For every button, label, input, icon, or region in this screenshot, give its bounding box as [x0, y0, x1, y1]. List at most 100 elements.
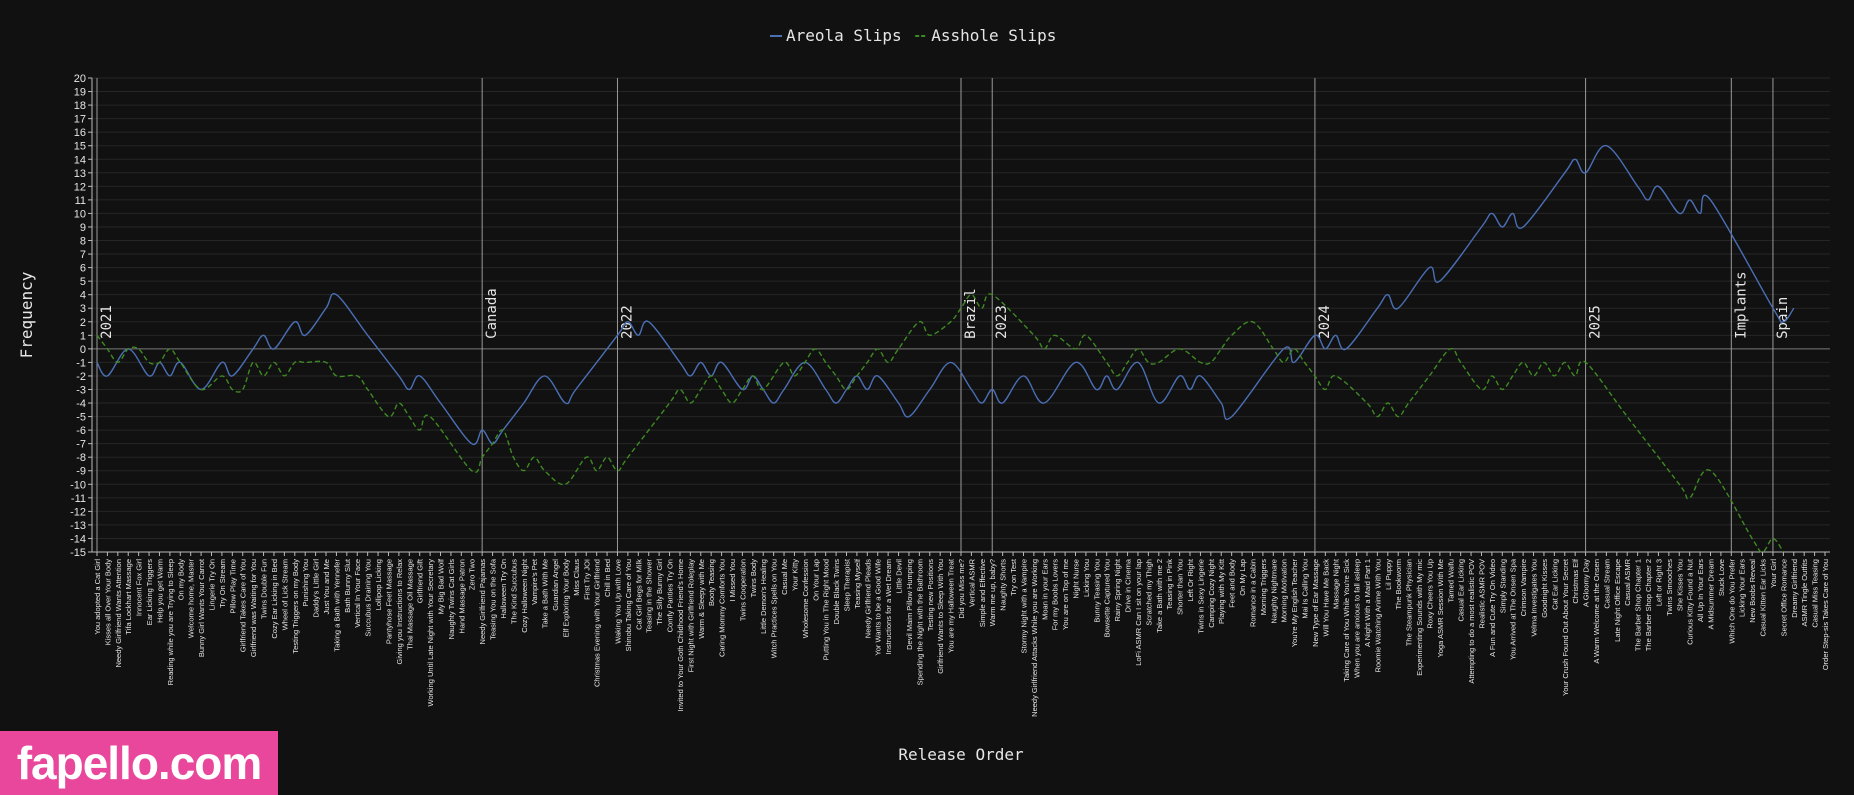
x-tick-label: Booty Teasing: [707, 559, 716, 606]
y-tick-label: 11: [75, 195, 86, 207]
x-tick-label: Moan in your Ears: [1040, 559, 1049, 620]
event-label: 2024: [1317, 305, 1333, 339]
x-tick-label: Christmas Elf: [1571, 558, 1580, 604]
x-tick-label: Bath Bunny Slut: [343, 558, 352, 613]
x-tick-label: Left or Right 3: [1654, 559, 1663, 606]
x-tick-label: Warm & Sleepy with Me: [697, 559, 706, 639]
event-label: 2025: [1588, 305, 1604, 339]
x-tick-label: Casual Stream: [1602, 559, 1611, 609]
event-label: 2023: [994, 305, 1010, 339]
y-tick-label: -3: [76, 384, 86, 396]
series-line-asshole-slips: [96, 293, 1784, 553]
x-tick-label: Try On Stream: [218, 559, 227, 608]
x-tick-label: You're My English Teacher: [1290, 559, 1299, 648]
x-tick-label: On My Lap: [1238, 559, 1247, 596]
x-tick-label: On my Body: [176, 559, 185, 601]
x-tick-label: Take a Bath with me 2: [1155, 559, 1164, 633]
x-tick-label: Wheel of Lick Stream: [280, 559, 289, 630]
x-tick-label: A Midsummer Dream: [1706, 559, 1715, 629]
y-tick-label: -10: [70, 479, 86, 491]
x-tick-label: Just You and Me: [322, 559, 331, 614]
y-tick-label: -8: [76, 452, 86, 464]
x-tick-label: Twins Double Fun: [260, 559, 269, 619]
x-tick-label: Curious Kitty Found a Nut: [1686, 558, 1695, 645]
x-tick-label: Teasing in the Shower: [645, 558, 654, 632]
x-tick-label: Girlfriend was Waiting for You: [249, 559, 258, 657]
x-tick-label: Camping Cozy Night: [1207, 558, 1216, 628]
y-tick-label: 19: [74, 87, 86, 99]
x-tick-label: Teasing in Pink: [1165, 559, 1174, 610]
y-tick-label: 7: [80, 249, 86, 261]
x-tick-label: Simply Standing: [1498, 559, 1507, 613]
x-tick-label: Rainy Spring Night: [1113, 558, 1122, 621]
legend-label: Asshole Slips: [931, 26, 1056, 45]
x-tick-label: Daddy's Little Girl: [312, 559, 321, 618]
x-tick-label: Shorter than You: [1176, 559, 1185, 615]
x-tick-label: Will You Have Me Back: [1321, 559, 1330, 637]
y-tick-label: -15: [70, 547, 86, 559]
x-tick-label: Stuck Love: [1717, 559, 1726, 596]
x-tick-label: Needy Girlfriend Wants Attention: [114, 559, 123, 668]
y-tick-label: 20: [74, 73, 86, 85]
x-tick-label: Spending the Night with the Bathroom: [915, 559, 924, 685]
y-tick-label: -4: [76, 398, 86, 410]
x-tick-label: Naughty Shorts: [999, 559, 1008, 611]
event-label: Spain: [1775, 297, 1791, 339]
x-tick-label: Late Night Office Escape: [1613, 559, 1622, 642]
x-tick-label: Taking a Bath with Yennefer: [332, 559, 341, 652]
y-tick-label: -11: [71, 493, 86, 505]
x-tick-label: Licking You: [1082, 559, 1091, 597]
y-tick-label: 14: [74, 154, 86, 166]
event-label: Canada: [484, 288, 500, 339]
x-tick-label: Teasing Myself: [853, 558, 862, 609]
y-tick-label: -1: [76, 357, 86, 369]
x-tick-label: Morning Motivation: [1280, 559, 1289, 622]
x-tick-label: First Try JOI: [582, 559, 591, 600]
x-tick-label: Vertical In Your Face: [353, 559, 362, 628]
x-tick-label: Romance in a Cabin: [1248, 559, 1257, 627]
event-label: 2021: [99, 305, 115, 339]
y-tick-label: 2: [80, 317, 86, 329]
x-tick-label: Casual Kitten Ear Licks: [1759, 559, 1768, 637]
x-tick-label: Licking Your Ears: [1738, 559, 1747, 617]
x-tick-label: Simple and Effective: [978, 559, 987, 627]
y-tick-label: 17: [74, 114, 86, 126]
x-tick-label: Giving you Instructions to Relax: [395, 559, 404, 665]
y-tick-label: 10: [74, 208, 86, 220]
x-tick-label: Comfy Panties Try On: [666, 559, 675, 632]
x-tick-label: Roomie Watching Anime With You: [1373, 559, 1382, 673]
x-tick-label: Pantyhose Feet Massage: [384, 559, 393, 644]
x-tick-label: Shinobu Taking Care of You: [624, 559, 633, 651]
watermark-banner[interactable]: fapello.com: [0, 731, 278, 795]
x-tick-label: Pillow Play Time: [228, 559, 237, 614]
x-tick-label: Little Devil: [895, 559, 904, 594]
x-tick-label: Scratched my Thigh: [1144, 559, 1153, 626]
x-tick-label: Roxy Cheers You Up: [1425, 559, 1434, 629]
y-axis-title: Frequency: [17, 271, 36, 358]
x-tick-label: The Steampunk Physician: [1405, 559, 1414, 646]
event-lines: 2021 Canada 2022 Brazil 2023 2024 2025 Implants…: [96, 78, 1791, 552]
y-tick-label: 1: [80, 330, 86, 342]
y-tick-label: -7: [76, 439, 86, 451]
x-tick-label: Dreamy Girlfriend: [1790, 559, 1799, 618]
x-tick-label: Witch Practices Spells on You: [770, 559, 779, 658]
x-tick-label: New Boobs Reveal: [1748, 559, 1757, 623]
x-tick-label: Casual ASMR: [1623, 558, 1632, 605]
x-tick-label: Massage Night: [1332, 558, 1341, 609]
x-tick-label: Instructions for a Wet Dream: [884, 559, 893, 654]
x-tick-label: Girlfriend Gift: [416, 558, 425, 603]
y-tick-label: 13: [74, 168, 86, 180]
x-tick-label: Take a Bath With Me: [541, 559, 550, 628]
x-tick-label: You are my Halloween Treat: [947, 558, 956, 653]
x-tick-label: Help you get Warm: [155, 559, 164, 623]
x-tick-label: Your Crush Found Out About Your Secret: [1561, 558, 1570, 696]
x-tick-label: Christmas Evening with Your Girlfriend: [593, 559, 602, 687]
y-tick-label: 0: [80, 344, 86, 356]
x-tick-label: You are on Top of me: [1061, 559, 1070, 630]
x-tick-label: Lollipop Licking: [374, 559, 383, 610]
x-tick-label: Did you Miss me?: [957, 559, 966, 619]
x-tick-label: Warm me up, baby?: [988, 559, 997, 626]
y-tick-label: 8: [80, 236, 86, 248]
x-tick-label: ASMR Tingle Outfits: [1800, 559, 1809, 627]
